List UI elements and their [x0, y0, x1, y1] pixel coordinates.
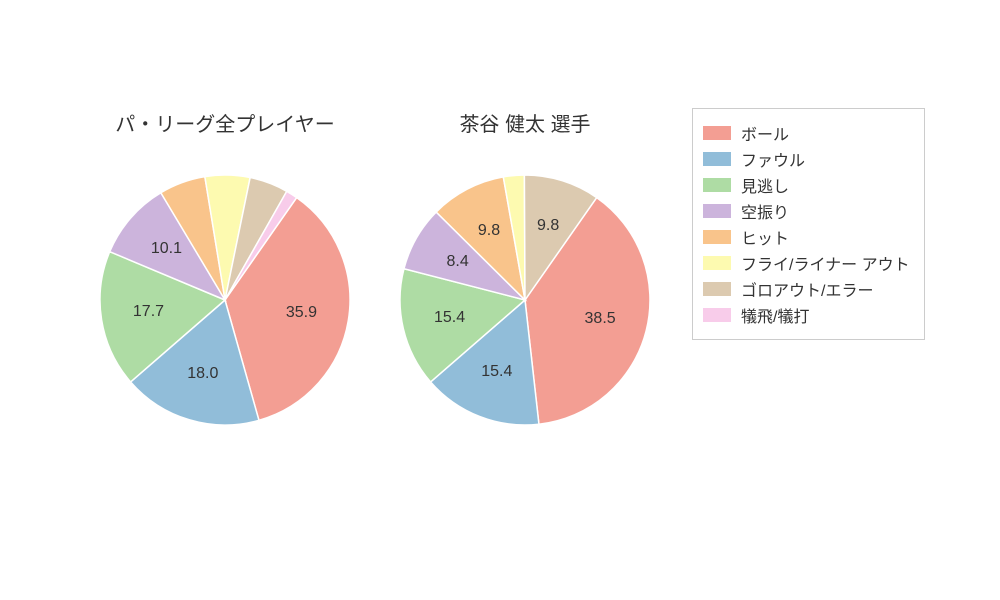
legend-item-hit: ヒット: [703, 225, 910, 249]
legend-label-swing: 空振り: [741, 199, 789, 223]
legend-swatch-look: [703, 178, 731, 192]
legend-label-fly: フライ/ライナー アウト: [741, 251, 910, 275]
legend-label-look: 見逃し: [741, 173, 789, 197]
legend-item-swing: 空振り: [703, 199, 910, 223]
legend-item-fly: フライ/ライナー アウト: [703, 251, 910, 275]
legend-swatch-ground: [703, 282, 731, 296]
legend-item-ball: ボール: [703, 121, 910, 145]
legend-swatch-fly: [703, 256, 731, 270]
legend-item-look: 見逃し: [703, 173, 910, 197]
chart-title-league: パ・リーグ全プレイヤー: [95, 108, 355, 137]
pie-chart-player: 38.515.415.48.49.89.8: [396, 171, 654, 429]
legend-item-sac: 犠飛/犠打: [703, 303, 910, 327]
legend-item-ground: ゴロアウト/エラー: [703, 277, 910, 301]
legend-swatch-swing: [703, 204, 731, 218]
legend-swatch-sac: [703, 308, 731, 322]
legend-swatch-foul: [703, 152, 731, 166]
legend-item-foul: ファウル: [703, 147, 910, 171]
legend-label-ball: ボール: [741, 121, 789, 145]
legend-swatch-hit: [703, 230, 731, 244]
legend-label-sac: 犠飛/犠打: [741, 303, 809, 327]
chart-title-player: 茶谷 健太 選手: [395, 108, 655, 137]
legend-label-ground: ゴロアウト/エラー: [741, 277, 873, 301]
legend: ボールファウル見逃し空振りヒットフライ/ライナー アウトゴロアウト/エラー犠飛/…: [692, 108, 925, 340]
pie-chart-league: 35.918.017.710.1: [96, 171, 354, 429]
chart-canvas: パ・リーグ全プレイヤー 茶谷 健太 選手 35.918.017.710.1 38…: [0, 0, 1000, 600]
legend-label-foul: ファウル: [741, 147, 805, 171]
legend-label-hit: ヒット: [741, 225, 789, 249]
legend-swatch-ball: [703, 126, 731, 140]
